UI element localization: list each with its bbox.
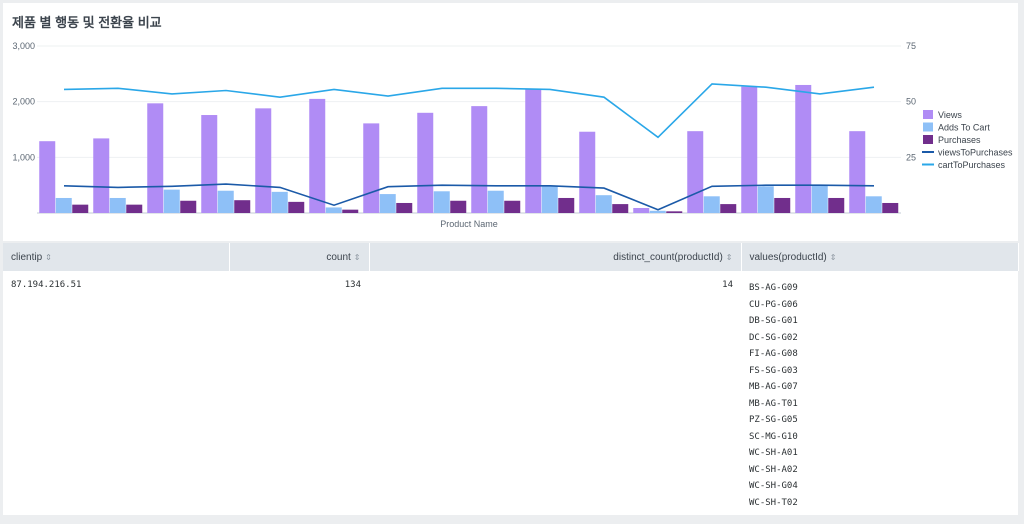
bar-purchases	[882, 202, 899, 213]
bar-purchases	[396, 202, 413, 213]
y-tick-label: 2,000	[12, 97, 35, 107]
y-tick-label: 3,000	[12, 41, 35, 51]
product-id-value: CU-PG-G06	[749, 299, 798, 310]
bar-adds-to-cart	[811, 185, 828, 213]
bar-purchases	[72, 204, 89, 213]
legend-swatch	[923, 122, 933, 132]
product-id-value: PZ-SG-G05	[749, 415, 798, 425]
x-axis-label: Product Name	[440, 219, 498, 229]
bar-views	[741, 86, 758, 213]
results-table: clientip ⇕ count ⇕ distinct_count(productI…	[3, 243, 1019, 511]
bar-purchases	[774, 197, 791, 213]
line-carttopurchases	[63, 83, 875, 139]
bar-purchases	[288, 201, 305, 213]
product-id-value: SC-MG-G10	[749, 431, 798, 442]
legend-label: Purchases	[938, 135, 981, 145]
cell-distinct-count: 14	[722, 280, 733, 290]
bar-adds-to-cart	[865, 196, 882, 213]
legend-swatch	[923, 110, 933, 119]
legend-label: Views	[938, 110, 962, 120]
bar-views	[795, 84, 812, 213]
product-id-value: FS-SG-G03	[749, 365, 798, 376]
bar-adds-to-cart	[433, 191, 450, 213]
bar-views	[687, 131, 704, 213]
bar-adds-to-cart	[379, 194, 396, 213]
bar-adds-to-cart	[55, 197, 72, 213]
bar-purchases	[180, 200, 197, 213]
product-id-value: WC-SH-T02	[749, 497, 798, 508]
y2-tick-label: 75	[906, 41, 916, 51]
y2-tick-label: 25	[906, 152, 916, 162]
bar-purchases	[342, 209, 359, 213]
legend-label: Adds To Cart	[938, 123, 990, 133]
bar-views	[309, 98, 326, 213]
sort-icon: ⇕	[829, 252, 837, 262]
bar-adds-to-cart	[325, 207, 342, 213]
results-table-panel: clientip ⇕ count ⇕ distinct_count(productI…	[3, 243, 1019, 515]
bar-purchases	[612, 204, 629, 213]
product-id-value: DC-SG-G02	[749, 332, 798, 343]
cell-clientip: 87.194.216.51	[11, 280, 82, 290]
legend-label: viewsToPurchases	[938, 148, 1013, 158]
y-tick-label: 1,000	[12, 152, 35, 162]
bar-adds-to-cart	[757, 186, 774, 213]
bar-views	[147, 103, 164, 213]
bar-views	[93, 138, 110, 213]
bar-adds-to-cart	[649, 210, 666, 213]
table-header-row: clientip ⇕ count ⇕ distinct_count(productI…	[3, 243, 1019, 271]
bar-adds-to-cart	[703, 196, 720, 213]
product-id-value: WC-SH-A01	[749, 448, 798, 458]
bar-views	[849, 131, 866, 213]
bar-purchases	[558, 197, 575, 213]
table-row: 87.194.216.51 134 14 BS-AG-G09 CU-PG-G06 D…	[3, 271, 1018, 511]
column-header-values[interactable]: values(productId) ⇕	[741, 243, 1019, 271]
bar-adds-to-cart	[271, 191, 288, 213]
bar-views	[471, 106, 488, 213]
cell-values: BS-AG-G09 CU-PG-G06 DB-SG-G01 DC-SG-G02 FI-A…	[741, 271, 1018, 511]
legend-swatch	[923, 135, 933, 144]
legend-label: cartToPurchases	[938, 160, 1006, 170]
y2-tick-label: 50	[906, 97, 916, 107]
sort-icon: ⇕	[725, 252, 733, 262]
cell-count: 134	[344, 280, 361, 290]
bar-purchases	[450, 200, 467, 213]
column-header-clientip[interactable]: clientip ⇕	[3, 243, 230, 271]
product-id-value: BS-AG-G09	[749, 283, 798, 293]
product-id-value: MB-AG-G07	[749, 382, 798, 392]
bar-adds-to-cart	[109, 197, 126, 213]
bar-purchases	[666, 211, 683, 213]
bar-adds-to-cart	[163, 189, 180, 213]
product-id-value: MB-AG-T01	[749, 398, 798, 409]
bar-adds-to-cart	[541, 185, 558, 213]
bar-views	[417, 112, 434, 213]
sort-icon: ⇕	[353, 252, 361, 262]
bar-adds-to-cart	[217, 190, 234, 213]
chart-panel: 3,000 2,000 1,000 75 50 25 Product Name Views Ad…	[3, 3, 1018, 241]
bar-purchases	[720, 204, 737, 213]
bar-views	[255, 108, 272, 213]
bar-views	[201, 115, 218, 213]
chart-canvas[interactable]: 3,000 2,000 1,000 75 50 25 Product Name Views Ad…	[3, 3, 1018, 241]
product-id-value: DB-SG-G01	[749, 316, 798, 326]
bar-views	[525, 89, 542, 213]
bar-views	[633, 207, 650, 213]
column-header-count[interactable]: count ⇕	[229, 243, 370, 271]
bar-purchases	[504, 200, 521, 213]
bar-views	[363, 123, 380, 213]
bar-purchases	[828, 197, 845, 213]
bar-adds-to-cart	[595, 195, 612, 213]
product-id-value: WC-SH-G04	[749, 481, 798, 491]
bar-purchases	[126, 204, 143, 213]
panel-title: 제품 별 행동 및 전환율 비교	[12, 15, 162, 30]
bar-views	[39, 141, 56, 213]
bar-adds-to-cart	[487, 190, 504, 213]
column-header-distinct-count[interactable]: distinct_count(productId) ⇕	[369, 243, 742, 271]
bar-views	[579, 131, 596, 213]
product-id-value: WC-SH-A02	[749, 464, 798, 475]
sort-icon: ⇕	[45, 252, 52, 262]
bar-purchases	[234, 200, 251, 213]
line-viewstopurchases	[63, 183, 875, 211]
product-id-value: FI-AG-G08	[749, 349, 798, 359]
